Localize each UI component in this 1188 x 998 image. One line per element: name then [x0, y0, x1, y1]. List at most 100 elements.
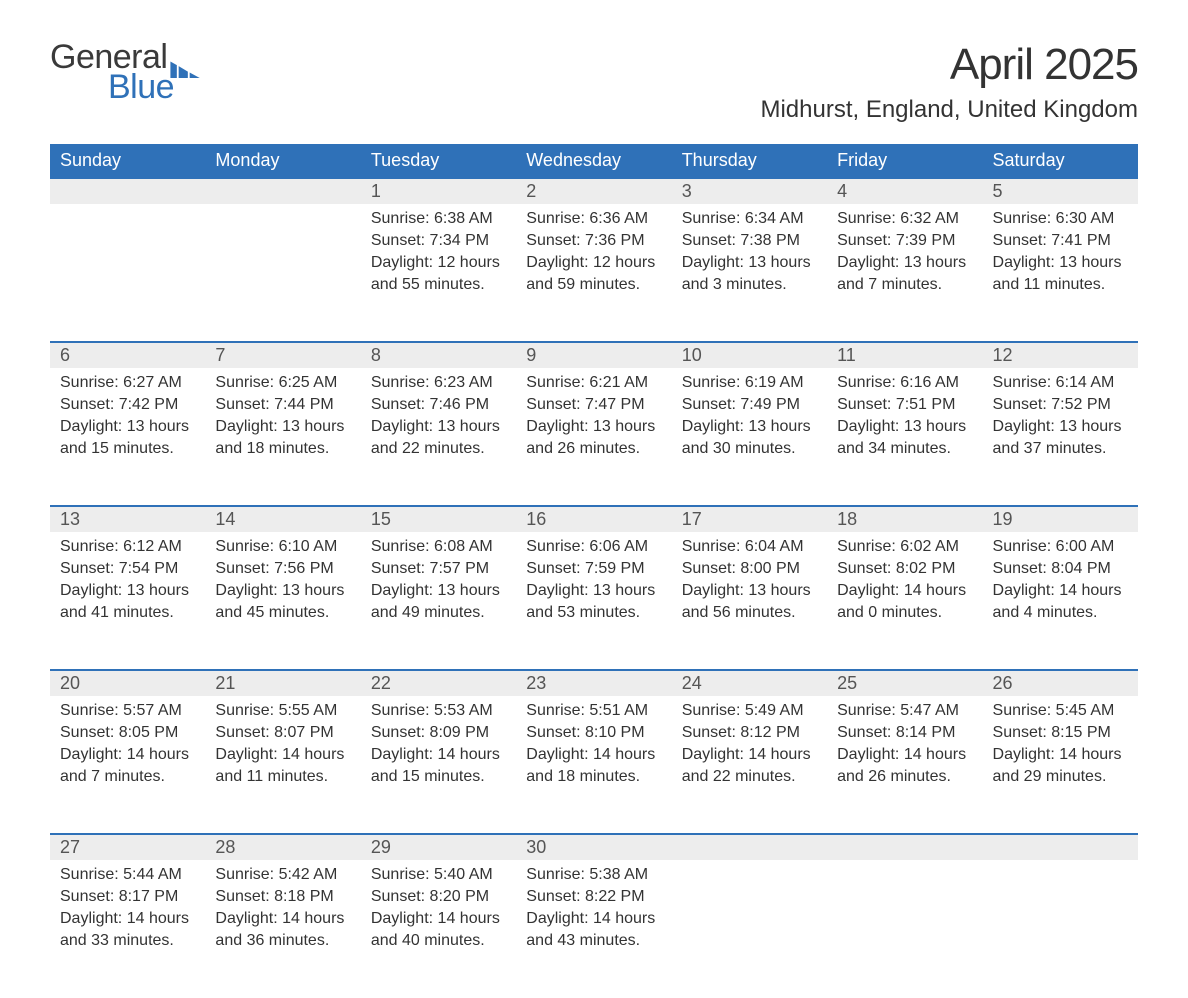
day-number: 12 — [993, 345, 1013, 365]
daylight-line1: Daylight: 14 hours — [837, 744, 972, 766]
daylight-line1: Daylight: 14 hours — [371, 908, 506, 930]
daylight-hours: 13 hours — [127, 418, 189, 435]
daylight-line1: Daylight: 13 hours — [837, 416, 972, 438]
sunset-value: 7:38 PM — [740, 232, 800, 249]
sunrise-value: 6:00 AM — [1056, 538, 1115, 555]
daylight-line2: and 0 minutes. — [837, 602, 972, 624]
day-number: 23 — [526, 673, 546, 693]
day-number: 30 — [526, 837, 546, 857]
sunrise-value: 5:51 AM — [589, 702, 648, 719]
day-number-cell: 15 — [361, 506, 516, 532]
sunrise-line: Sunrise: 5:51 AM — [526, 700, 661, 722]
daylight-hours: 14 hours — [748, 746, 810, 763]
sunset-value: 7:56 PM — [274, 560, 334, 577]
daylight-hours: 13 hours — [593, 582, 655, 599]
daylight-line2: and 41 minutes. — [60, 602, 195, 624]
day-number-cell: 12 — [983, 342, 1138, 368]
sunset-line: Sunset: 7:51 PM — [837, 394, 972, 416]
sunrise-value: 6:38 AM — [434, 210, 493, 227]
daylight-line1: Daylight: 13 hours — [682, 252, 817, 274]
day-cell: Sunrise: 6:10 AMSunset: 7:56 PMDaylight:… — [205, 532, 360, 670]
sunrise-line: Sunrise: 5:40 AM — [371, 864, 506, 886]
daylight-hours: 13 hours — [748, 254, 810, 271]
daylight-line2: and 40 minutes. — [371, 930, 506, 952]
day-number-cell: 30 — [516, 834, 671, 860]
daylight-hours: 14 hours — [904, 582, 966, 599]
sunrise-value: 5:44 AM — [123, 866, 182, 883]
daylight-line2: and 59 minutes. — [526, 274, 661, 296]
sunrise-value: 6:19 AM — [745, 374, 804, 391]
day-number: 15 — [371, 509, 391, 529]
sunset-line: Sunset: 7:54 PM — [60, 558, 195, 580]
daylight-line2: and 43 minutes. — [526, 930, 661, 952]
day-cell: Sunrise: 5:38 AMSunset: 8:22 PMDaylight:… — [516, 860, 671, 998]
daylight-line1: Daylight: 13 hours — [682, 416, 817, 438]
daylight-line2: and 30 minutes. — [682, 438, 817, 460]
daylight-hours: 14 hours — [438, 910, 500, 927]
daylight-line1: Daylight: 13 hours — [371, 580, 506, 602]
day-cell: Sunrise: 6:06 AMSunset: 7:59 PMDaylight:… — [516, 532, 671, 670]
week-content-row: Sunrise: 6:38 AMSunset: 7:34 PMDaylight:… — [50, 204, 1138, 342]
sunrise-line: Sunrise: 6:34 AM — [682, 208, 817, 230]
sunset-line: Sunset: 7:41 PM — [993, 230, 1128, 252]
sunset-value: 7:47 PM — [585, 396, 645, 413]
sunset-line: Sunset: 7:52 PM — [993, 394, 1128, 416]
sunset-value: 7:36 PM — [585, 232, 645, 249]
sunrise-value: 6:12 AM — [123, 538, 182, 555]
weekday-header: Friday — [827, 144, 982, 178]
day-cell: Sunrise: 6:12 AMSunset: 7:54 PMDaylight:… — [50, 532, 205, 670]
sunrise-line: Sunrise: 5:45 AM — [993, 700, 1128, 722]
day-cell: Sunrise: 6:30 AMSunset: 7:41 PMDaylight:… — [983, 204, 1138, 342]
day-number: 24 — [682, 673, 702, 693]
sunset-value: 8:02 PM — [896, 560, 956, 577]
sunset-line: Sunset: 8:04 PM — [993, 558, 1128, 580]
day-number: 25 — [837, 673, 857, 693]
day-number: 4 — [837, 181, 847, 201]
daylight-hours: 13 hours — [748, 582, 810, 599]
sunset-line: Sunset: 7:44 PM — [215, 394, 350, 416]
sunset-value: 8:15 PM — [1051, 724, 1111, 741]
day-number-cell: 4 — [827, 178, 982, 204]
weekday-row: Sunday Monday Tuesday Wednesday Thursday… — [50, 144, 1138, 178]
sunrise-line: Sunrise: 6:08 AM — [371, 536, 506, 558]
sunrise-line: Sunrise: 6:06 AM — [526, 536, 661, 558]
daylight-hours: 13 hours — [282, 418, 344, 435]
day-cell: Sunrise: 6:04 AMSunset: 8:00 PMDaylight:… — [672, 532, 827, 670]
daylight-hours: 13 hours — [282, 582, 344, 599]
day-number-cell: 5 — [983, 178, 1138, 204]
daylight-line1: Daylight: 13 hours — [526, 580, 661, 602]
day-number: 21 — [215, 673, 235, 693]
sunrise-value: 6:16 AM — [900, 374, 959, 391]
day-cell: Sunrise: 6:38 AMSunset: 7:34 PMDaylight:… — [361, 204, 516, 342]
daylight-line2: and 7 minutes. — [837, 274, 972, 296]
day-number: 5 — [993, 181, 1003, 201]
day-number: 28 — [215, 837, 235, 857]
daylight-line1: Daylight: 14 hours — [215, 744, 350, 766]
day-cell: Sunrise: 5:49 AMSunset: 8:12 PMDaylight:… — [672, 696, 827, 834]
sunrise-value: 5:55 AM — [279, 702, 338, 719]
week-content-row: Sunrise: 6:27 AMSunset: 7:42 PMDaylight:… — [50, 368, 1138, 506]
daylight-line2: and 26 minutes. — [526, 438, 661, 460]
sunset-line: Sunset: 8:20 PM — [371, 886, 506, 908]
day-cell: Sunrise: 6:32 AMSunset: 7:39 PMDaylight:… — [827, 204, 982, 342]
day-cell: Sunrise: 6:00 AMSunset: 8:04 PMDaylight:… — [983, 532, 1138, 670]
day-number-cell: 17 — [672, 506, 827, 532]
sunset-line: Sunset: 7:38 PM — [682, 230, 817, 252]
day-number: 19 — [993, 509, 1013, 529]
sunrise-value: 5:40 AM — [434, 866, 493, 883]
day-number-cell: 6 — [50, 342, 205, 368]
daylight-hours: 12 hours — [593, 254, 655, 271]
daylight-line1: Daylight: 14 hours — [215, 908, 350, 930]
daylight-line1: Daylight: 13 hours — [60, 580, 195, 602]
day-number: 22 — [371, 673, 391, 693]
day-number-cell: 13 — [50, 506, 205, 532]
day-cell — [205, 204, 360, 342]
day-cell: Sunrise: 5:44 AMSunset: 8:17 PMDaylight:… — [50, 860, 205, 998]
sunrise-value: 6:23 AM — [434, 374, 493, 391]
sunset-line: Sunset: 8:12 PM — [682, 722, 817, 744]
sunrise-value: 6:02 AM — [900, 538, 959, 555]
sunrise-line: Sunrise: 6:19 AM — [682, 372, 817, 394]
daylight-hours: 13 hours — [593, 418, 655, 435]
sunrise-line: Sunrise: 6:10 AM — [215, 536, 350, 558]
day-number-cell: 27 — [50, 834, 205, 860]
